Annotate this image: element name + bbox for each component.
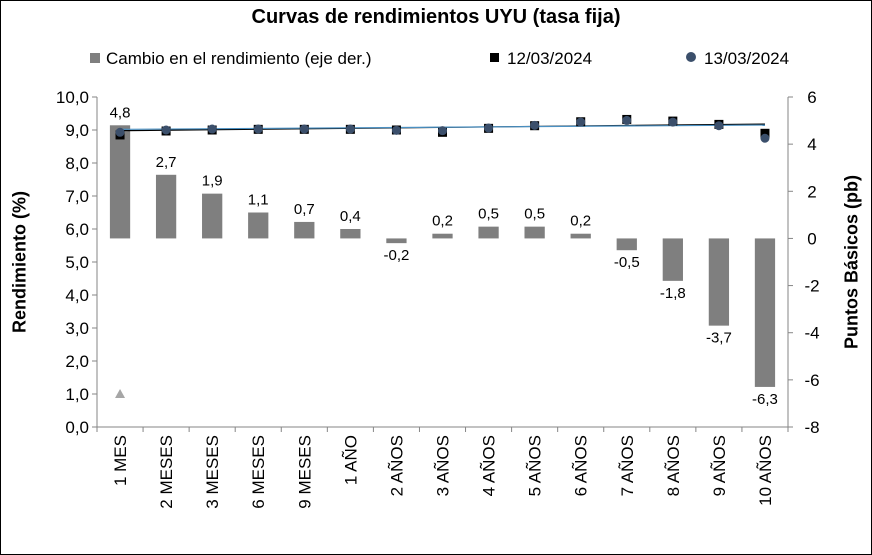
x-tick-label: 3 MESES bbox=[203, 435, 222, 509]
marker-12-03 bbox=[760, 128, 770, 138]
marker-13-03 bbox=[345, 124, 355, 134]
x-tick-label: 9 MESES bbox=[295, 435, 314, 509]
markers-group bbox=[115, 114, 770, 398]
y-right-tick-label: -6 bbox=[804, 371, 819, 390]
legend-circle-marker-icon bbox=[686, 52, 696, 62]
bars-group bbox=[109, 125, 776, 387]
bar-data-label: 1,9 bbox=[202, 173, 223, 190]
marker-13-03 bbox=[438, 126, 447, 136]
chart-legend: Cambio en el rendimiento (eje der.) 12/0… bbox=[0, 49, 872, 73]
y-right-tick-label: 6 bbox=[807, 88, 816, 107]
y-left-tick-label: 5,0 bbox=[65, 253, 89, 272]
bar bbox=[432, 233, 453, 239]
legend-item-1203: 12/03/2024 bbox=[490, 49, 592, 69]
x-tick-label: 1 AÑO bbox=[341, 435, 360, 485]
bar bbox=[109, 125, 131, 239]
marker-13-03 bbox=[530, 120, 540, 130]
y-left-tick-label: 10,0 bbox=[56, 88, 89, 107]
x-tick-label: 6 MESES bbox=[249, 435, 268, 509]
marker-13-03 bbox=[253, 124, 263, 134]
bar-data-label: -0,5 bbox=[614, 254, 640, 271]
bar-data-label: 0,5 bbox=[524, 206, 545, 223]
axes-group: 0,0 1,0 2,0 3,0 4,0 5,0 6,0 7,0 8,0 9,0 10,0 -8 -6 -4… bbox=[56, 88, 820, 509]
bar bbox=[662, 238, 683, 281]
bar bbox=[248, 212, 269, 239]
bar-data-label: 2,7 bbox=[156, 154, 177, 171]
y-right-tick-label: -4 bbox=[804, 324, 819, 343]
marker-13-03 bbox=[760, 133, 770, 143]
bar bbox=[386, 238, 407, 244]
bar bbox=[708, 238, 730, 326]
marker-13-03 bbox=[391, 125, 401, 135]
bar-data-label: 1,1 bbox=[248, 192, 269, 209]
legend-label-change: Cambio en el rendimiento (eje der.) bbox=[106, 49, 372, 68]
y-right-tick-label: 0 bbox=[807, 229, 816, 248]
marker-13-03 bbox=[299, 124, 309, 134]
bar-data-label: -3,7 bbox=[706, 330, 732, 347]
y-left-tick-label: 2,0 bbox=[65, 352, 89, 371]
x-tick-label: 8 AÑOS bbox=[664, 435, 683, 496]
x-tick-label: 5 AÑOS bbox=[526, 435, 545, 496]
marker-13-03 bbox=[668, 117, 678, 127]
bar-data-label: 4,8 bbox=[110, 104, 131, 121]
x-tick-label: 6 AÑOS bbox=[572, 435, 591, 496]
chart-title: Curvas de rendimientos UYU (tasa fija) bbox=[251, 6, 621, 28]
legend-label-1203: 12/03/2024 bbox=[507, 49, 593, 68]
marker-13-03 bbox=[207, 124, 217, 134]
bar-data-label: 0,4 bbox=[340, 208, 361, 225]
bar-data-label: -1,8 bbox=[660, 285, 686, 302]
y-left-tick-label: 6,0 bbox=[65, 220, 89, 239]
x-tick-label: 4 AÑOS bbox=[480, 435, 499, 496]
y-left-tick-label: 4,0 bbox=[65, 286, 89, 305]
bar bbox=[570, 233, 591, 239]
legend-item-1303: 13/03/2024 bbox=[686, 49, 789, 69]
y-right-tick-label: -2 bbox=[804, 277, 819, 296]
marker-13-03 bbox=[484, 123, 494, 133]
y-left-tick-label: 1,0 bbox=[65, 385, 89, 404]
marker-13-03 bbox=[161, 125, 171, 135]
x-tick-label: 1 MES bbox=[111, 435, 130, 486]
bar bbox=[616, 238, 637, 251]
y-left-tick-label: 9,0 bbox=[65, 121, 89, 140]
legend-square-marker-icon bbox=[490, 53, 499, 62]
labels-group: 4,8 2,7 1,9 1,1 0,7 0,4 -0,2 0,2 0,5 0,5 0,2 -0,5 -1… bbox=[110, 104, 778, 408]
bar-data-label: 0,7 bbox=[294, 201, 315, 218]
marker-13-03 bbox=[622, 115, 632, 125]
x-tick-label: 2 MESES bbox=[157, 435, 176, 509]
bar bbox=[478, 226, 499, 239]
bar-data-label: -6,3 bbox=[752, 391, 778, 408]
y-left-tick-label: 0,0 bbox=[65, 418, 89, 437]
bar bbox=[524, 226, 545, 239]
bar bbox=[340, 229, 361, 239]
bar bbox=[754, 238, 776, 387]
bar-data-label: 0,5 bbox=[478, 206, 499, 223]
bar bbox=[294, 221, 315, 239]
x-tick-label: 3 AÑOS bbox=[434, 435, 453, 496]
legend-label-1303: 13/03/2024 bbox=[704, 49, 790, 68]
x-tick-label: 7 AÑOS bbox=[618, 435, 637, 496]
bar-data-label: 0,2 bbox=[570, 213, 591, 230]
bar bbox=[202, 193, 223, 239]
x-tick-label: 10 AÑOS bbox=[756, 435, 775, 506]
y-right-tick-label: 2 bbox=[807, 182, 816, 201]
marker-13-03 bbox=[714, 121, 724, 131]
y-left-tick-label: 8,0 bbox=[65, 154, 89, 173]
bar-data-label: -0,2 bbox=[384, 247, 410, 264]
x-tick-label: 2 AÑOS bbox=[387, 435, 406, 496]
bar bbox=[155, 174, 177, 239]
y-left-tick-label: 3,0 bbox=[65, 319, 89, 338]
legend-item-change: Cambio en el rendimiento (eje der.) bbox=[90, 49, 372, 69]
triangle-marker bbox=[115, 389, 126, 398]
marker-13-03 bbox=[576, 117, 586, 127]
y-right-tick-label: -8 bbox=[804, 418, 819, 437]
y-right-tick-label: 4 bbox=[807, 135, 816, 154]
marker-13-03 bbox=[115, 127, 125, 137]
y-left-tick-label: 7,0 bbox=[65, 187, 89, 206]
legend-bar-swatch-icon bbox=[90, 53, 100, 63]
bar-data-label: 0,2 bbox=[432, 213, 453, 230]
x-tick-label: 9 AÑOS bbox=[710, 435, 729, 496]
